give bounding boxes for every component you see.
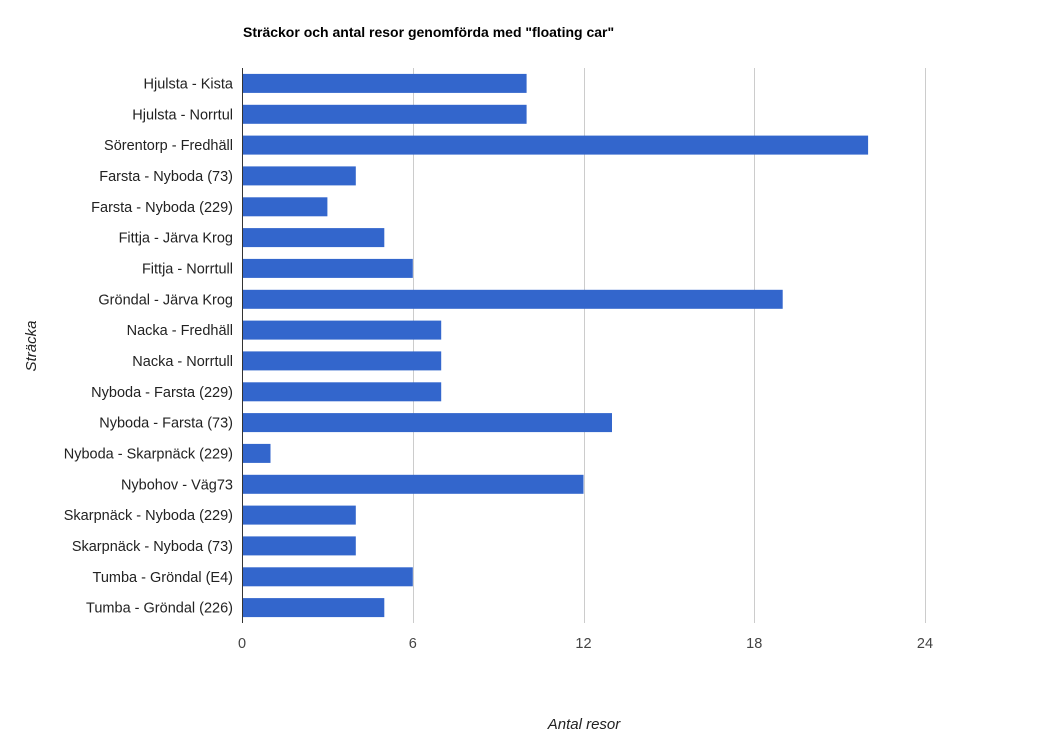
bar: [242, 505, 356, 525]
bar: [242, 443, 271, 463]
x-tick-label: 12: [575, 636, 591, 652]
category-label: Nacka - Norrtull: [132, 354, 233, 370]
bar: [242, 166, 356, 186]
bar: [242, 289, 783, 309]
bar: [242, 413, 612, 433]
bar: [242, 351, 442, 371]
category-label: Fittja - Järva Krog: [119, 231, 233, 247]
x-tick-label: 18: [746, 636, 762, 652]
bar: [242, 104, 527, 124]
category-label: Tumba - Gröndal (E4): [93, 570, 233, 586]
chart-title: Sträckor och antal resor genomförda med …: [243, 24, 615, 40]
bar: [242, 135, 869, 155]
bar: [242, 382, 442, 402]
category-label: Gröndal - Järva Krog: [98, 292, 233, 308]
category-label: Nybohov - Väg73: [121, 477, 233, 493]
category-labels: Hjulsta - Kista Hjulsta - Norrtul Sörentor…: [64, 76, 234, 616]
category-label: Nyboda - Farsta (73): [99, 416, 233, 432]
x-tick-label: 0: [238, 636, 246, 652]
category-label: Skarpnäck - Nyboda (73): [72, 539, 233, 555]
gridlines: [413, 68, 926, 623]
category-label: Nyboda - Farsta (229): [91, 385, 233, 401]
y-axis-title: Sträcka: [23, 321, 40, 372]
bar: [242, 258, 413, 278]
category-label: Nyboda - Skarpnäck (229): [64, 446, 233, 462]
bar: [242, 567, 413, 587]
category-label: Tumba - Gröndal (226): [86, 601, 233, 617]
category-label: Skarpnäck - Nyboda (229): [64, 508, 233, 524]
x-axis-title: Antal resor: [547, 716, 622, 733]
bar: [242, 320, 442, 340]
bar: [242, 73, 527, 93]
category-label: Hjulsta - Norrtul: [132, 107, 233, 123]
category-label: Fittja - Norrtull: [142, 261, 233, 277]
bars: [242, 73, 869, 618]
category-label: Hjulsta - Kista: [144, 76, 234, 92]
bar: [242, 197, 328, 217]
category-label: Nacka - Fredhäll: [127, 323, 233, 339]
bar: [242, 474, 584, 494]
bar: [242, 536, 356, 556]
category-label: Farsta - Nyboda (73): [99, 169, 233, 185]
category-label: Farsta - Nyboda (229): [91, 200, 233, 216]
x-tick-label: 24: [917, 636, 933, 652]
x-tick-label: 6: [409, 636, 417, 652]
bar: [242, 228, 385, 248]
category-label: Sörentorp - Fredhäll: [104, 138, 233, 154]
bar: [242, 598, 385, 618]
x-tick-labels: 0 6 12 18 24: [238, 636, 933, 652]
